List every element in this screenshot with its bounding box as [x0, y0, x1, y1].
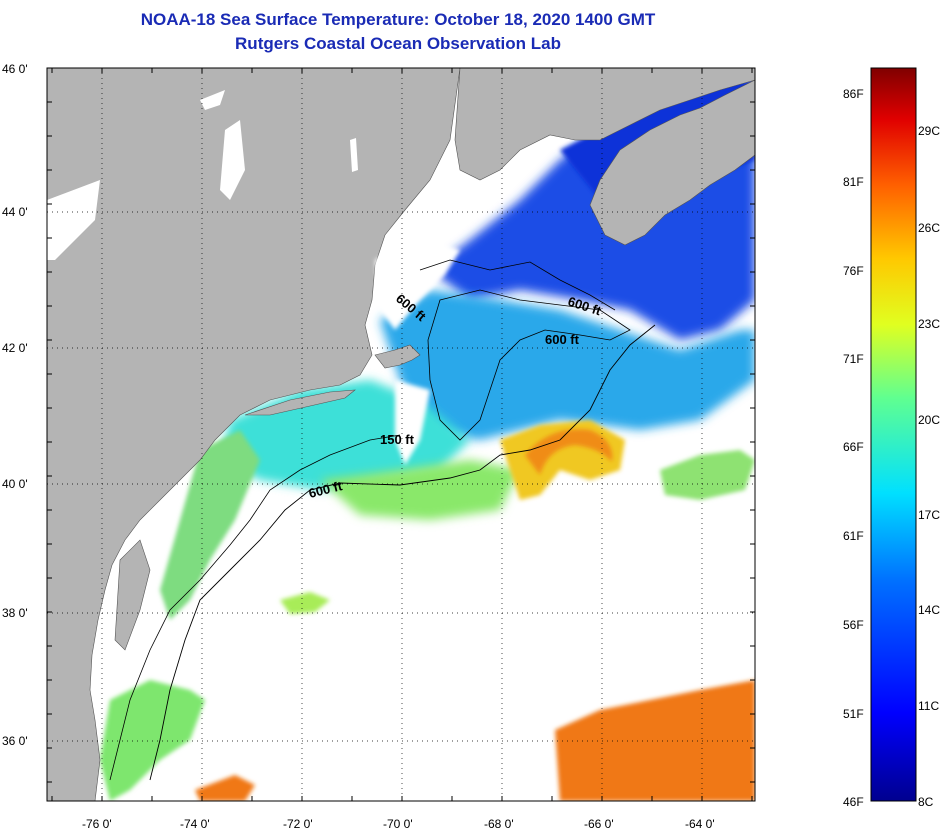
lat-label-36: 36 0': [2, 734, 28, 748]
colorbar-c-label: 20C: [918, 413, 940, 427]
colorbar-f-label: 86F: [843, 87, 864, 101]
colorbar-f-label: 76F: [843, 264, 864, 278]
isobath-150ft: [109, 434, 401, 781]
cloud-cover: [395, 380, 430, 465]
colorbar-f-label: 51F: [843, 707, 864, 721]
colorbar-f-label: 71F: [843, 352, 864, 366]
map-title: NOAA-18 Sea Surface Temperature: October…: [140, 10, 656, 29]
slope-water-region: [320, 460, 520, 520]
colorbar-f-label: 46F: [843, 795, 864, 809]
lon-label-72: -72 0': [283, 817, 313, 831]
eastern-shelf-green: [660, 450, 755, 500]
colorbar-c-label: 23C: [918, 317, 940, 331]
canada-north-land: [454, 68, 755, 181]
inner-shelf-green: [100, 680, 205, 801]
lon-label-66: -66 0': [584, 817, 614, 831]
mid-water-region: [380, 290, 755, 440]
lake-feature: [200, 90, 225, 110]
delmarva-land: [114, 539, 151, 651]
lat-label-38: 38 0': [2, 606, 28, 620]
us-mainland-land: [47, 68, 461, 801]
colorbar-c-label: 29C: [918, 124, 940, 138]
colorbar-f-label: 56F: [843, 618, 864, 632]
temperature-colorbar: [870, 67, 917, 802]
lake-feature: [350, 138, 358, 172]
georges-bank-contour: [427, 289, 631, 441]
lon-label-74: -74 0': [180, 817, 210, 831]
colorbar-f-label: 81F: [843, 175, 864, 189]
axis-ticks: [47, 67, 755, 801]
colorbar-f-label: 61F: [843, 529, 864, 543]
isobath-600ft: [149, 324, 656, 781]
lat-label-44: 44 0': [2, 205, 28, 219]
offshore-green-patch: [280, 592, 330, 614]
colorbar-f-label: 66F: [843, 440, 864, 454]
contour-label-600ft: 600 ft: [545, 332, 580, 347]
coastal-warm-patch: [195, 775, 255, 801]
map-frame: [46, 67, 756, 802]
nova-scotia-land: [589, 79, 755, 246]
grid-lines: [47, 68, 755, 801]
colorbar-c-label: 8C: [918, 795, 934, 809]
lon-label-76: -76 0': [82, 817, 112, 831]
warm-core-eddy: [525, 429, 613, 475]
lat-label-42: 42 0': [2, 341, 28, 355]
long-island-land: [244, 389, 356, 416]
lake-feature: [47, 180, 100, 260]
gulf-maine-contour: [419, 259, 616, 311]
lon-label-64: -64 0': [685, 817, 715, 831]
map-subtitle: Rutgers Coastal Ocean Observation Lab: [235, 34, 561, 53]
colorbar-c-label: 17C: [918, 508, 940, 522]
colorbar-c-label: 26C: [918, 221, 940, 235]
lat-label-40: 40 0': [2, 477, 28, 491]
cape-cod-land: [374, 344, 421, 369]
southern-warm-water: [555, 680, 755, 801]
lat-label-46: 46 0': [2, 62, 28, 76]
nearshore-green: [160, 430, 260, 620]
contour-label-150ft: 150 ft: [380, 432, 415, 447]
colorbar-c-label: 14C: [918, 603, 940, 617]
colorbar-c-label: 11C: [918, 699, 939, 713]
lon-label-68: -68 0': [484, 817, 514, 831]
lon-label-70: -70 0': [383, 817, 413, 831]
map-layers: [47, 68, 755, 801]
cloud-cover: [375, 235, 460, 330]
lake-feature: [220, 120, 245, 200]
